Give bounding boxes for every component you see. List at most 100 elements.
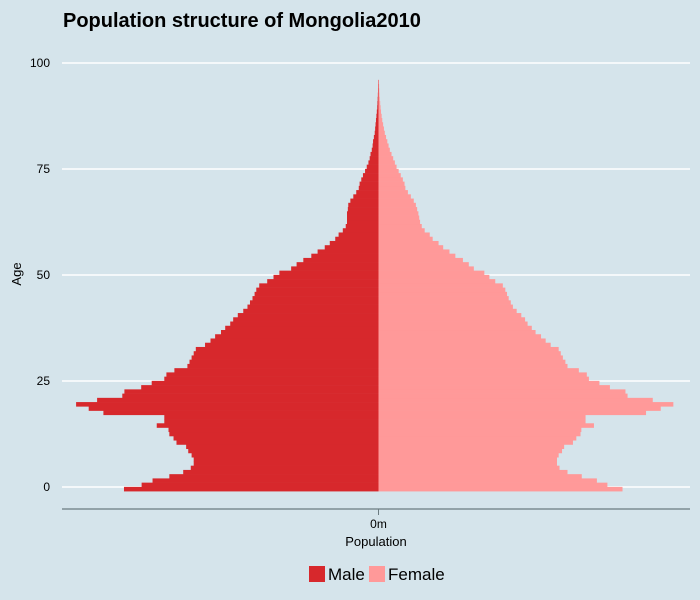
legend-label-male: Male (328, 565, 365, 584)
bar-female (378, 482, 608, 488)
bar-male (377, 92, 379, 98)
bar-male (254, 291, 379, 297)
bar-female (378, 257, 463, 263)
bar-male (243, 308, 379, 314)
bar-female (378, 452, 559, 458)
bar-male (97, 397, 379, 403)
bar-female (378, 113, 382, 119)
bars (76, 79, 674, 492)
bar-male (311, 253, 379, 259)
bar-female (378, 423, 594, 428)
bar-male (375, 122, 379, 127)
bar-male (225, 325, 379, 331)
bar-male (324, 245, 379, 250)
bar-female (378, 181, 405, 187)
bar-male (230, 321, 379, 327)
bar-male (221, 330, 379, 335)
bar-female (378, 376, 589, 382)
bar-female (378, 134, 387, 140)
bar-male (291, 266, 379, 271)
bar-male (189, 359, 379, 365)
bar-male (375, 126, 379, 132)
bar-male (141, 385, 379, 390)
bar-female (378, 96, 380, 102)
bar-male (362, 173, 379, 178)
bar-female (378, 194, 411, 199)
bar-female (378, 486, 623, 492)
bar-male (259, 283, 379, 288)
bar-female (378, 355, 563, 360)
bar-female (378, 245, 444, 250)
bar-male (168, 427, 379, 433)
bar-male (370, 151, 379, 157)
bar-male (88, 406, 379, 411)
y-tick-label: 75 (37, 162, 51, 176)
bar-female (378, 478, 597, 483)
bar-female (378, 185, 406, 191)
bar-female (378, 427, 582, 433)
bar-male (329, 240, 379, 246)
bar-male (356, 190, 379, 195)
bar-male (348, 202, 379, 208)
bar-male (151, 380, 379, 386)
bar-female (378, 385, 610, 390)
bar-male (317, 249, 379, 254)
bar-female (378, 330, 536, 335)
bar-male (347, 219, 379, 225)
x-tick-label: 0m (370, 517, 387, 531)
bar-male (376, 109, 379, 115)
bar-female (378, 92, 380, 98)
bar-male (377, 88, 379, 93)
bar-female (378, 402, 674, 407)
bar-female (378, 461, 557, 466)
bar-male (368, 160, 379, 165)
bar-male (76, 402, 379, 407)
bar-female (378, 151, 392, 157)
bar-female (378, 406, 661, 411)
bar-male (205, 342, 379, 348)
bar-female (378, 232, 430, 238)
bar-male (164, 419, 379, 424)
bar-male (191, 355, 379, 360)
bar-male (376, 113, 379, 119)
bar-male (124, 389, 379, 394)
chart-title: Population structure of Mongolia2010 (63, 10, 421, 32)
bar-male (156, 423, 379, 428)
bar-female (378, 283, 503, 288)
bar-male (166, 372, 379, 377)
bar-female (378, 431, 581, 437)
legend-swatch-female (369, 566, 385, 582)
bar-female (378, 317, 526, 322)
bar-female (378, 457, 557, 462)
bar-male (210, 338, 379, 344)
bar-female (378, 190, 408, 195)
bar-male (215, 334, 379, 339)
bar-female (378, 126, 384, 132)
bar-female (378, 160, 395, 165)
bar-female (378, 321, 528, 327)
bar-male (353, 194, 379, 199)
bar-male (369, 156, 379, 161)
bar-female (378, 414, 586, 420)
bar-female (378, 410, 647, 416)
bar-female (378, 313, 522, 318)
bar-female (378, 469, 568, 475)
bar-female (378, 143, 389, 148)
bar-male (195, 346, 379, 352)
bar-male (267, 279, 379, 284)
bar-male (373, 134, 379, 140)
bar-female (378, 266, 474, 271)
bar-male (252, 296, 379, 301)
bar-female (378, 397, 653, 403)
bar-male (296, 262, 379, 267)
y-axis-title: Age (9, 262, 24, 285)
bar-female (378, 219, 421, 225)
bar-female (378, 444, 565, 450)
legend-swatch-male (309, 566, 325, 582)
bar-female (378, 228, 425, 233)
bar-male (256, 287, 379, 293)
bar-female (378, 240, 439, 246)
y-axis-ticks: 0 25 50 75 100 (30, 56, 50, 494)
bar-male (233, 317, 379, 322)
bar-female (378, 262, 469, 267)
